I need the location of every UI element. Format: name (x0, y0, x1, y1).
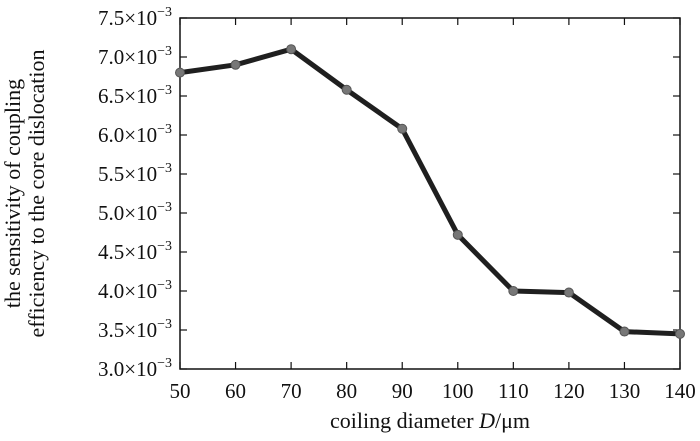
data-point (230, 59, 241, 70)
y-tick-label: 7.5×10−3 (98, 5, 172, 30)
x-tick-label: 90 (392, 379, 413, 403)
data-point (619, 326, 630, 337)
y-tick-label: 5.5×10−3 (98, 161, 172, 186)
y-axis-label-line2: efficiency to the core dislocation (24, 50, 49, 338)
x-axis-ticks: 50 60 70 80 90 100 110 120 130 140 (170, 18, 696, 403)
x-tick-label: 50 (170, 379, 191, 403)
y-tick-label: 6.0×10−3 (98, 122, 172, 147)
data-point (341, 84, 352, 95)
series-points (175, 44, 685, 339)
plot-frame (179, 17, 681, 370)
y-axis-ticks: 3.0×10−3 3.5×10−3 4.0×10−3 4.5×10−3 5.0×10−3… (98, 5, 680, 381)
data-point (563, 287, 574, 298)
y-tick-label: 3.5×10−3 (98, 317, 172, 342)
x-axis-label: coiling diameter D/μm (330, 408, 530, 433)
y-tick-label: 4.5×10−3 (98, 239, 172, 264)
x-tick-label: 100 (442, 379, 474, 403)
data-point (675, 328, 685, 339)
data-point (452, 229, 463, 240)
x-tick-label: 120 (553, 379, 585, 403)
data-point (508, 286, 519, 296)
x-tick-label: 140 (664, 379, 696, 403)
y-tick-label: 3.0×10−3 (98, 356, 172, 381)
x-tick-label: 130 (609, 379, 641, 403)
y-tick-label: 5.0×10−3 (98, 200, 172, 225)
x-tick-label: 70 (281, 379, 302, 403)
y-axis-label-line1: the sensitivity of coupling (0, 79, 25, 308)
y-tick-label: 6.5×10−3 (98, 83, 172, 108)
y-tick-label: 4.0×10−3 (98, 278, 172, 303)
x-tick-label: 110 (498, 379, 529, 403)
data-point (397, 123, 408, 134)
data-point (286, 44, 297, 55)
x-tick-label: 60 (225, 379, 246, 403)
series-line (177, 46, 683, 337)
y-axis-label: the sensitivity of coupling efficiency t… (0, 50, 49, 338)
x-tick-label: 80 (336, 379, 357, 403)
y-tick-label: 7.0×10−3 (98, 44, 172, 69)
data-point (175, 67, 185, 78)
